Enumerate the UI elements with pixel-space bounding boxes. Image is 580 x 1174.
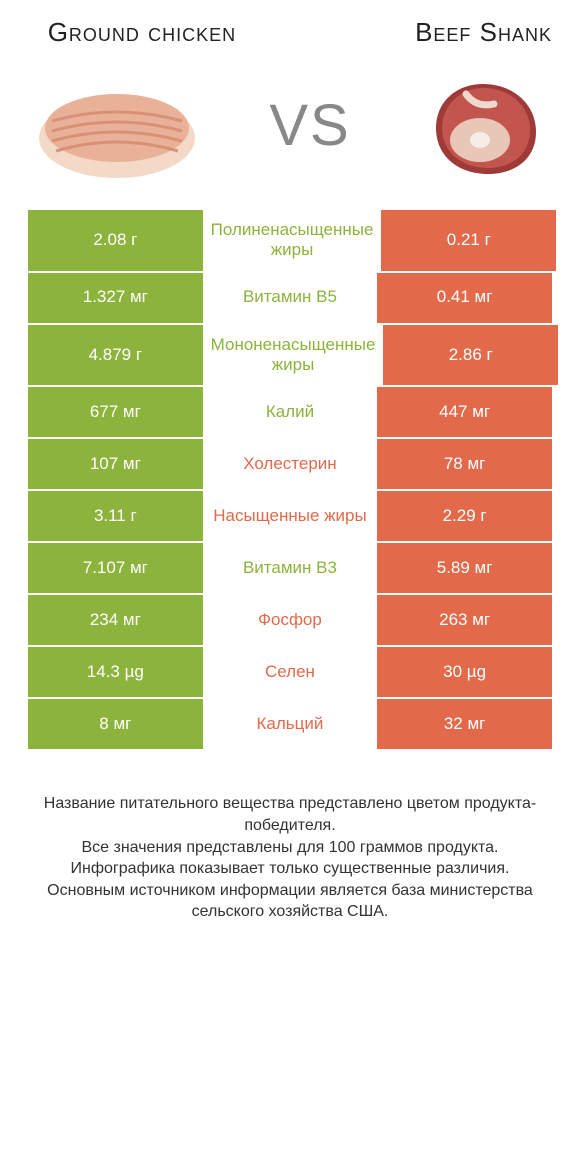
nutrient-name: Мононенасыщенные жиры <box>203 325 384 386</box>
value-right: 263 мг <box>377 595 552 645</box>
table-row: 1.327 мгВитамин B50.41 мг <box>28 273 552 325</box>
nutrient-name: Холестерин <box>203 439 378 489</box>
nutrient-name: Насыщенные жиры <box>203 491 378 541</box>
table-row: 677 мгКалий447 мг <box>28 387 552 439</box>
value-right: 5.89 мг <box>377 543 552 593</box>
title-right: Beef Shank <box>324 18 552 48</box>
value-left: 234 мг <box>28 595 203 645</box>
nutrient-name: Фосфор <box>203 595 378 645</box>
nutrient-name: Селен <box>203 647 378 697</box>
value-right: 2.86 г <box>383 325 558 386</box>
value-left: 4.879 г <box>28 325 203 386</box>
value-left: 107 мг <box>28 439 203 489</box>
nutrient-name: Полиненасыщенные жиры <box>203 210 382 271</box>
value-left: 2.08 г <box>28 210 203 271</box>
value-right: 32 мг <box>377 699 552 749</box>
value-left: 14.3 µg <box>28 647 203 697</box>
infographic: Ground chicken Beef Shank VS <box>0 0 580 953</box>
table-row: 3.11 гНасыщенные жиры2.29 г <box>28 491 552 543</box>
value-left: 677 мг <box>28 387 203 437</box>
ground-chicken-image <box>32 66 202 186</box>
value-right: 0.21 г <box>381 210 556 271</box>
nutrient-name: Витамин B3 <box>203 543 378 593</box>
table-row: 14.3 µgСелен30 µg <box>28 647 552 699</box>
hero-row: VS <box>28 66 552 186</box>
vs-label: VS <box>269 92 350 159</box>
footer-line-3: Инфографика показывает только существенн… <box>28 858 552 880</box>
table-row: 4.879 гМононенасыщенные жиры2.86 г <box>28 325 552 388</box>
nutrient-name: Витамин B5 <box>203 273 378 323</box>
table-row: 2.08 гПолиненасыщенные жиры0.21 г <box>28 210 552 273</box>
value-right: 447 мг <box>377 387 552 437</box>
nutrient-name: Калий <box>203 387 378 437</box>
value-right: 30 µg <box>377 647 552 697</box>
footer-line-1: Название питательного вещества представл… <box>28 793 552 836</box>
value-left: 3.11 г <box>28 491 203 541</box>
table-row: 107 мгХолестерин78 мг <box>28 439 552 491</box>
footer-line-4: Основным источником информации является … <box>28 880 552 923</box>
footer-line-2: Все значения представлены для 100 граммо… <box>28 837 552 859</box>
value-right: 78 мг <box>377 439 552 489</box>
table-row: 7.107 мгВитамин B35.89 мг <box>28 543 552 595</box>
value-right: 0.41 мг <box>377 273 552 323</box>
table-row: 234 мгФосфор263 мг <box>28 595 552 647</box>
value-right: 2.29 г <box>377 491 552 541</box>
value-left: 1.327 мг <box>28 273 203 323</box>
title-left: Ground chicken <box>28 18 256 48</box>
title-row: Ground chicken Beef Shank <box>28 18 552 48</box>
beef-shank-image <box>418 66 548 186</box>
value-left: 8 мг <box>28 699 203 749</box>
value-left: 7.107 мг <box>28 543 203 593</box>
nutrient-name: Кальций <box>203 699 378 749</box>
comparison-table: 2.08 гПолиненасыщенные жиры0.21 г1.327 м… <box>28 210 552 752</box>
table-row: 8 мгКальций32 мг <box>28 699 552 751</box>
footer-notes: Название питательного вещества представл… <box>28 793 552 923</box>
